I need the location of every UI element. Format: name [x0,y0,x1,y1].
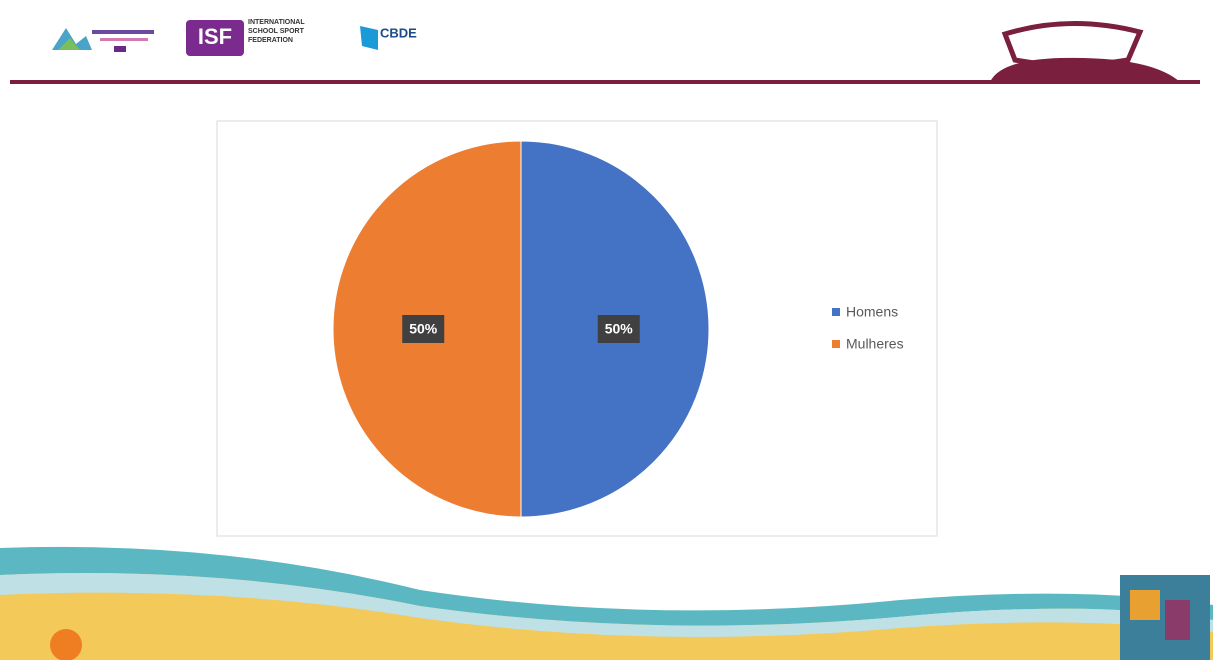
plot: 50% 50% Homens Mulheres [332,140,904,518]
logo-isf-text: ISF [198,24,232,49]
legend-swatch [832,308,840,316]
legend-label: Homens [846,304,898,320]
logo-isf: ISF INTERNATIONAL SCHOOL SPORT FEDERATIO… [186,19,305,56]
isf-name-box: INTERNATIONAL SCHOOL SPORT FEDERATION [248,19,305,44]
legend-swatch [832,340,840,348]
logo-gymnasiade [52,28,154,52]
data-label: 50% [409,321,438,337]
footer-waves [0,546,1213,660]
isf-name: INTERNATIONAL SCHOOL SPORT FEDERATION [248,19,305,44]
logo-stadium [990,21,1180,82]
data-label-box [402,315,445,343]
data-label: 50% [605,321,634,337]
legend-label: Mulheres [846,336,904,352]
logo-cbde: CBDE [360,25,417,50]
logo-cbde-text: CBDE [380,25,417,40]
data-label-box [597,315,640,343]
